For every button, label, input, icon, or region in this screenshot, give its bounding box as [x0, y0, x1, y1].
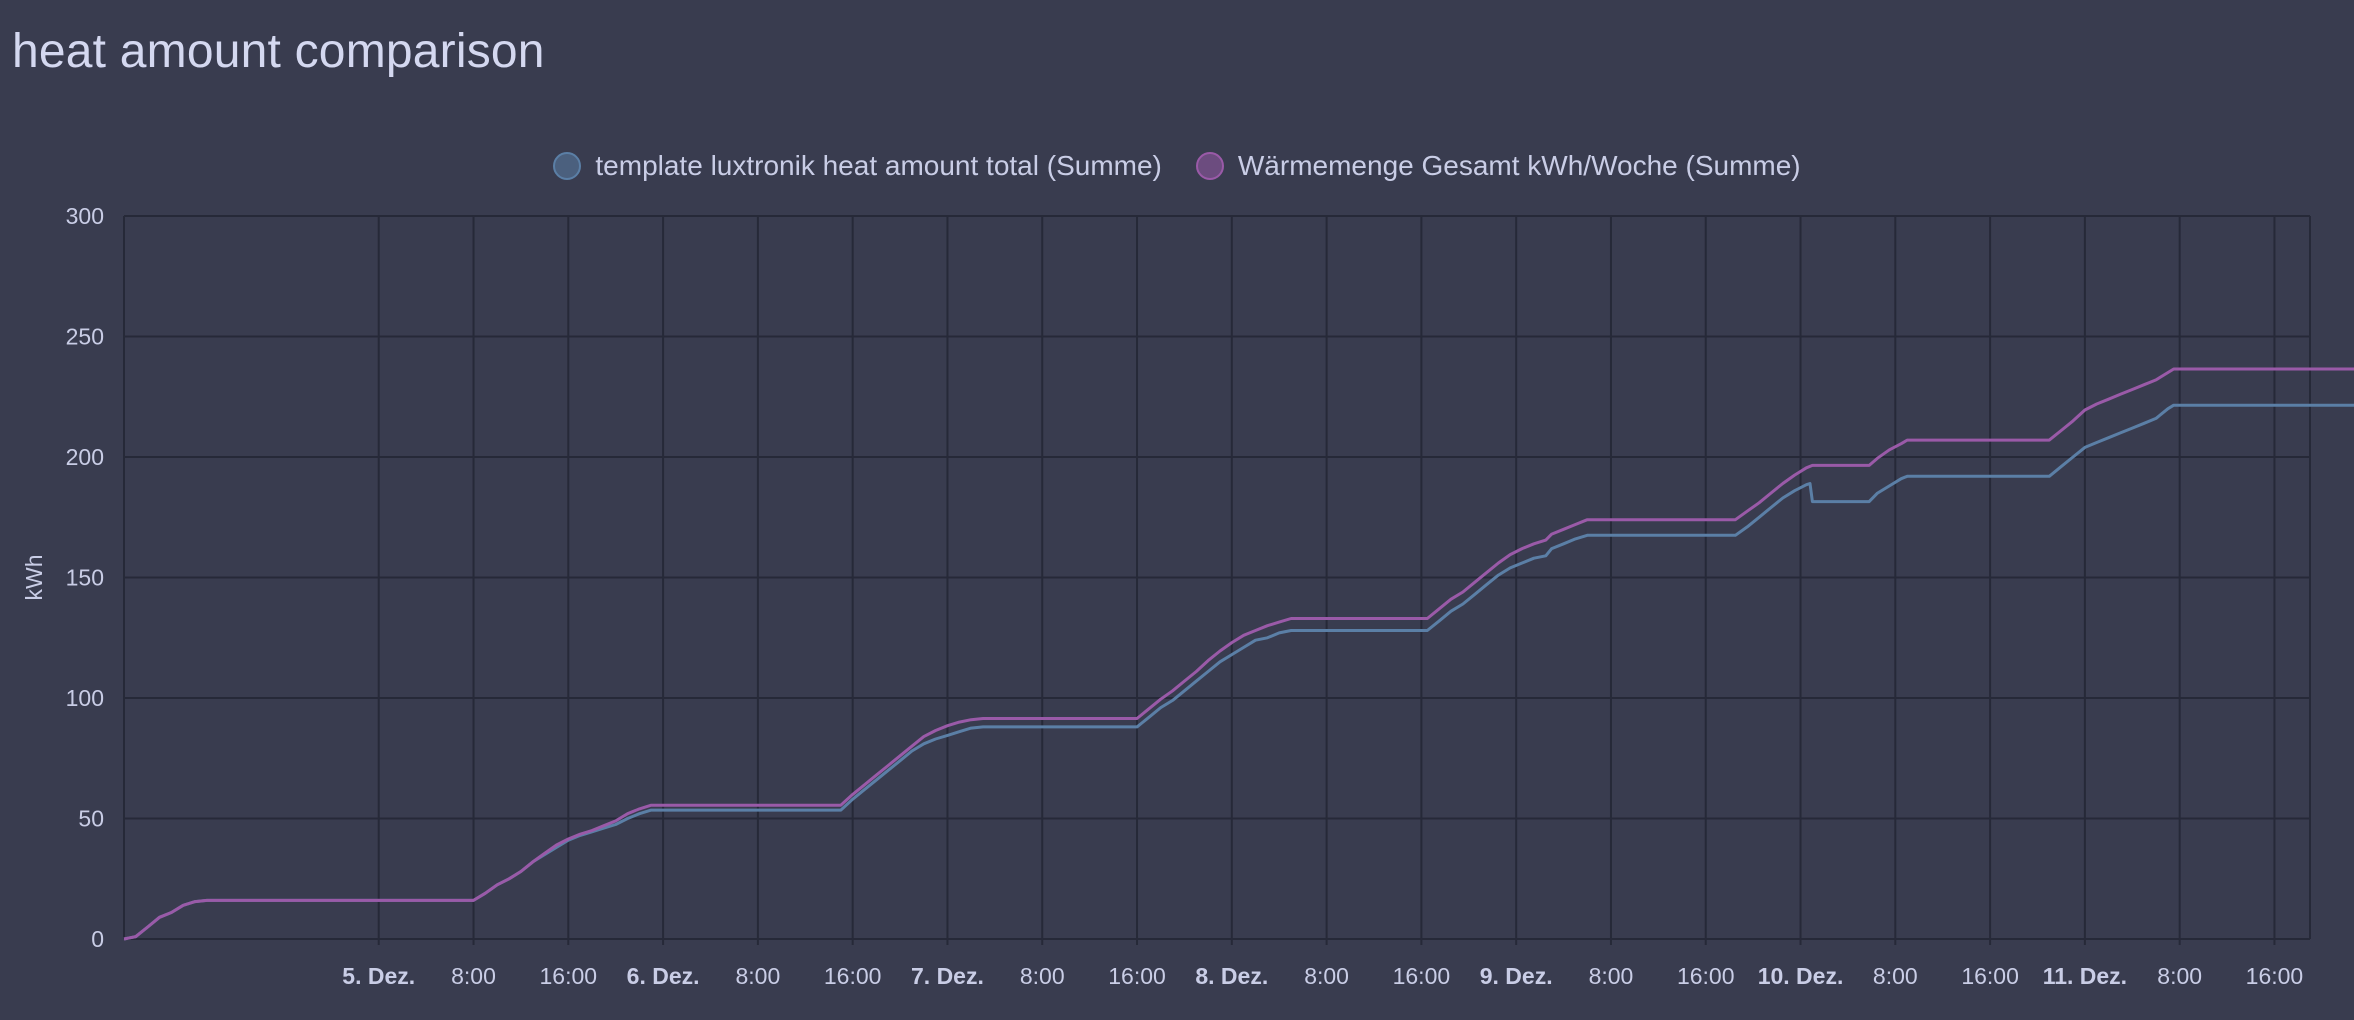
x-tick-label: 8. Dez. [1195, 963, 1268, 989]
legend-label: Wärmemenge Gesamt kWh/Woche (Summe) [1237, 150, 1801, 181]
chart-legend: template luxtronik heat amount total (Su… [0, 150, 2354, 182]
x-tick-label: 9. Dez. [1480, 963, 1553, 989]
x-tick-label: 5. Dez. [342, 963, 415, 989]
x-tick-label: 8:00 [2157, 963, 2202, 989]
x-tick-label: 7. Dez. [911, 963, 984, 989]
series-line-1 [123, 403, 2354, 941]
x-tick-label: 8:00 [1589, 963, 1634, 989]
x-tick-label: 16:00 [824, 963, 882, 989]
x-tick-label: 16:00 [2246, 963, 2304, 989]
x-tick-label: 8:00 [735, 963, 780, 989]
y-tick-label: 200 [66, 444, 104, 470]
y-tick-label: 50 [78, 806, 104, 832]
x-tick-label: 16:00 [1677, 963, 1735, 989]
y-axis-title: kWh [21, 555, 47, 601]
series-line-2 [123, 367, 2354, 941]
y-tick-label: 150 [66, 565, 104, 591]
x-tick-label: 11. Dez. [2043, 963, 2127, 989]
legend-label: template luxtronik heat amount total (Su… [595, 150, 1162, 181]
y-tick-label: 250 [66, 324, 104, 350]
x-tick-label: 10. Dez. [1758, 963, 1844, 989]
x-tick-label: 16:00 [540, 963, 598, 989]
x-tick-label: 8:00 [1873, 963, 1918, 989]
y-tick-label: 300 [66, 203, 104, 229]
y-tick-label: 100 [66, 685, 104, 711]
legend-swatch-circle-icon [553, 152, 582, 180]
legend-item-series-1[interactable]: template luxtronik heat amount total (Su… [553, 150, 1162, 182]
legend-swatch-circle-icon [1195, 152, 1224, 180]
x-tick-label: 6. Dez. [627, 963, 700, 989]
x-tick-label: 8:00 [1020, 963, 1065, 989]
card-title: heat amount comparison [12, 25, 545, 78]
x-tick-label: 16:00 [1393, 963, 1451, 989]
x-tick-label: 16:00 [1961, 963, 2019, 989]
x-tick-label: 8:00 [1304, 963, 1349, 989]
legend-item-series-2[interactable]: Wärmemenge Gesamt kWh/Woche (Summe) [1195, 150, 1801, 182]
grid [123, 215, 2311, 945]
y-tick-label: 0 [91, 926, 104, 952]
x-tick-label: 8:00 [451, 963, 496, 989]
x-tick-label: 16:00 [1108, 963, 1166, 989]
